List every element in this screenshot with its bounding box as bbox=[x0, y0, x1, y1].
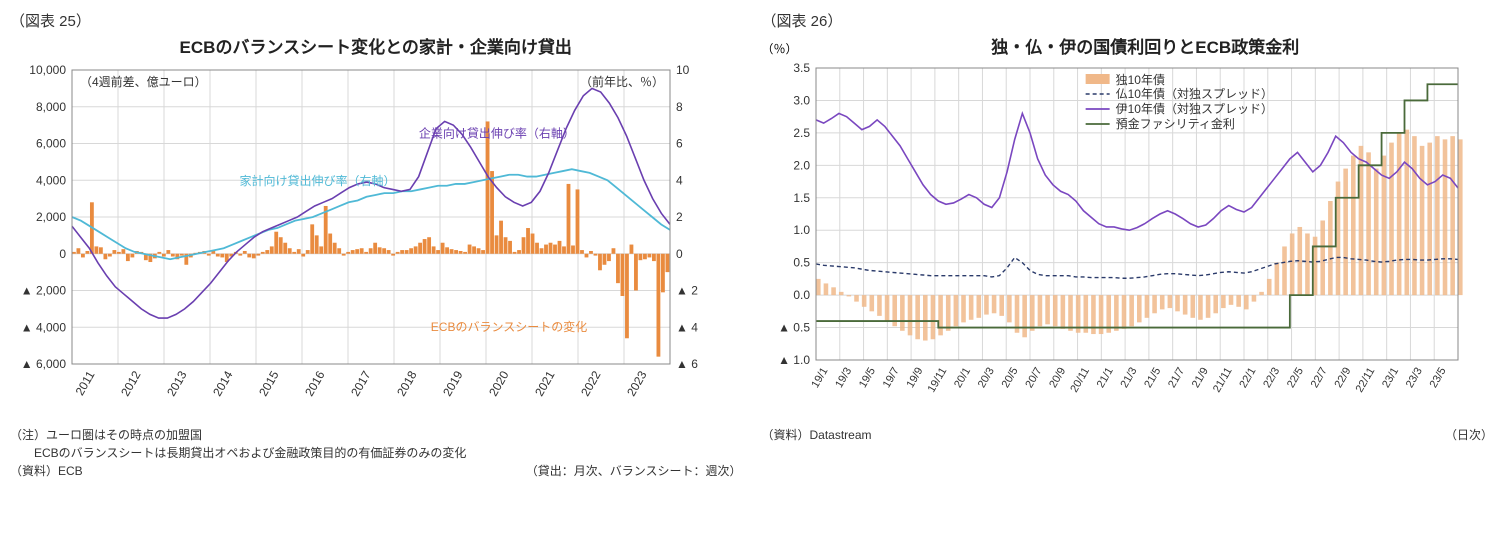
svg-text:1.0: 1.0 bbox=[793, 223, 810, 237]
svg-text:2015: 2015 bbox=[256, 368, 282, 398]
chart-25-title: ECBのバランスシート変化との家計・企業向け貸出 bbox=[10, 33, 742, 58]
svg-text:0: 0 bbox=[676, 247, 683, 261]
svg-text:8: 8 bbox=[676, 100, 683, 114]
svg-text:ECBのバランスシートの変化: ECBのバランスシートの変化 bbox=[431, 319, 587, 334]
svg-text:2012: 2012 bbox=[118, 368, 144, 398]
svg-text:2016: 2016 bbox=[302, 368, 328, 398]
note-freq: （貸出：月次、バランスシート：週次） bbox=[526, 462, 742, 480]
svg-text:4: 4 bbox=[676, 173, 683, 187]
y-axis-label-26: （％） bbox=[762, 40, 798, 57]
svg-text:21/11: 21/11 bbox=[1210, 366, 1234, 395]
svg-text:▲ 4: ▲ 4 bbox=[676, 320, 698, 334]
svg-text:21/3: 21/3 bbox=[1118, 366, 1139, 391]
svg-text:10: 10 bbox=[676, 63, 690, 77]
svg-text:2: 2 bbox=[676, 210, 683, 224]
svg-text:（前年比、％）: （前年比、％） bbox=[580, 74, 664, 89]
svg-text:2022: 2022 bbox=[578, 368, 604, 398]
svg-text:預金ファシリティ金利: 預金ファシリティ金利 bbox=[1115, 116, 1234, 131]
svg-text:▲ 0.5: ▲ 0.5 bbox=[778, 321, 810, 335]
svg-text:2013: 2013 bbox=[164, 368, 190, 398]
note-freq: （日次） bbox=[1445, 426, 1493, 444]
svg-text:20/9: 20/9 bbox=[1047, 366, 1068, 391]
chart-26-notes: （資料）Datastream （日次） bbox=[762, 426, 1494, 444]
svg-text:▲ 2,000: ▲ 2,000 bbox=[21, 284, 67, 298]
svg-text:22/7: 22/7 bbox=[1308, 366, 1329, 391]
note-source: （資料）ECB bbox=[10, 462, 83, 480]
svg-text:20/1: 20/1 bbox=[952, 366, 973, 391]
note-line: ECBのバランスシートは長期貸出オペおよび金融政策目的の有価証券のみの変化 bbox=[10, 444, 742, 462]
svg-text:3.0: 3.0 bbox=[793, 93, 810, 107]
svg-text:20/5: 20/5 bbox=[999, 366, 1020, 391]
svg-text:企業向け貸出伸び率（右軸）: 企業向け貸出伸び率（右軸） bbox=[419, 126, 575, 141]
svg-text:21/9: 21/9 bbox=[1189, 366, 1210, 391]
svg-text:▲ 6,000: ▲ 6,000 bbox=[21, 357, 67, 371]
svg-text:22/9: 22/9 bbox=[1332, 366, 1353, 391]
svg-text:2011: 2011 bbox=[73, 368, 98, 398]
svg-text:20/3: 20/3 bbox=[975, 366, 996, 391]
svg-text:2,000: 2,000 bbox=[36, 210, 66, 224]
svg-text:22/5: 22/5 bbox=[1284, 366, 1305, 391]
chart-25-panel: （図表 25） ECBのバランスシート変化との家計・企業向け貸出 ▲ 6,000… bbox=[10, 10, 742, 480]
svg-text:▲ 4,000: ▲ 4,000 bbox=[21, 320, 67, 334]
svg-text:2021: 2021 bbox=[532, 368, 558, 398]
svg-text:22/1: 22/1 bbox=[1237, 366, 1258, 391]
svg-text:伊10年債（対独スプレッド）: 伊10年債（対独スプレッド） bbox=[1115, 101, 1272, 116]
svg-text:2019: 2019 bbox=[440, 368, 466, 398]
svg-text:4,000: 4,000 bbox=[36, 173, 66, 187]
svg-text:2018: 2018 bbox=[394, 368, 420, 398]
svg-text:19/9: 19/9 bbox=[904, 366, 925, 391]
svg-text:20/7: 20/7 bbox=[1023, 366, 1044, 391]
svg-text:0.5: 0.5 bbox=[793, 256, 810, 270]
svg-text:仏10年債（対独スプレッド）: 仏10年債（対独スプレッド） bbox=[1115, 86, 1272, 101]
chart-26-panel: （図表 26） （％） 独・仏・伊の国債利回りとECB政策金利 ▲ 1.0 ▲ 0… bbox=[762, 10, 1494, 480]
figure-label-26: （図表 26） bbox=[762, 10, 1494, 31]
svg-text:20/11: 20/11 bbox=[1068, 366, 1092, 395]
svg-text:21/5: 21/5 bbox=[1142, 366, 1163, 391]
chart-25-svg: ▲ 6,000 ▲ 6 ▲ 4,000 ▲ 4 ▲ 2,000 ▲ 2 0 0 2,000 2 4,… bbox=[10, 62, 720, 422]
svg-text:1.5: 1.5 bbox=[793, 191, 810, 205]
svg-text:10,000: 10,000 bbox=[29, 63, 66, 77]
svg-text:0: 0 bbox=[59, 247, 66, 261]
chart-26-svg: ▲ 1.0▲ 0.50.00.51.01.52.02.53.03.519/119… bbox=[762, 62, 1472, 422]
svg-text:19/5: 19/5 bbox=[856, 366, 877, 391]
svg-text:▲ 6: ▲ 6 bbox=[676, 357, 698, 371]
svg-text:3.5: 3.5 bbox=[793, 62, 810, 75]
svg-text:23/3: 23/3 bbox=[1403, 366, 1424, 391]
svg-text:19/1: 19/1 bbox=[809, 366, 830, 391]
svg-text:19/11: 19/11 bbox=[925, 366, 949, 395]
svg-text:21/7: 21/7 bbox=[1166, 366, 1187, 391]
svg-text:▲ 2: ▲ 2 bbox=[676, 284, 698, 298]
svg-text:（4週前差、億ユーロ）: （4週前差、億ユーロ） bbox=[80, 74, 207, 89]
svg-text:2.0: 2.0 bbox=[793, 158, 810, 172]
chart-26-title: 独・仏・伊の国債利回りとECB政策金利 bbox=[798, 33, 1493, 58]
svg-text:19/7: 19/7 bbox=[880, 366, 901, 391]
note-line: （注）ユーロ圏はその時点の加盟国 bbox=[10, 426, 742, 444]
svg-text:2023: 2023 bbox=[624, 368, 650, 398]
svg-text:2017: 2017 bbox=[348, 368, 374, 398]
svg-text:2020: 2020 bbox=[486, 368, 512, 398]
svg-text:19/3: 19/3 bbox=[833, 366, 854, 391]
svg-text:23/1: 23/1 bbox=[1380, 366, 1401, 391]
svg-text:23/5: 23/5 bbox=[1427, 366, 1448, 391]
note-source: （資料）Datastream bbox=[762, 426, 872, 444]
svg-text:2.5: 2.5 bbox=[793, 126, 810, 140]
svg-text:22/11: 22/11 bbox=[1353, 366, 1377, 395]
svg-text:21/1: 21/1 bbox=[1094, 366, 1115, 391]
chart-25-notes: （注）ユーロ圏はその時点の加盟国 ECBのバランスシートは長期貸出オペおよび金融… bbox=[10, 426, 742, 480]
svg-text:22/3: 22/3 bbox=[1261, 366, 1282, 391]
svg-text:6: 6 bbox=[676, 137, 683, 151]
svg-text:2014: 2014 bbox=[210, 368, 236, 398]
svg-text:6,000: 6,000 bbox=[36, 137, 66, 151]
figure-label-25: （図表 25） bbox=[10, 10, 742, 31]
svg-text:▲ 1.0: ▲ 1.0 bbox=[778, 353, 810, 367]
svg-text:家計向け貸出伸び率（右軸）: 家計向け貸出伸び率（右軸） bbox=[239, 173, 395, 188]
svg-text:8,000: 8,000 bbox=[36, 100, 66, 114]
svg-text:独10年債: 独10年債 bbox=[1115, 72, 1164, 87]
svg-text:0.0: 0.0 bbox=[793, 288, 810, 302]
